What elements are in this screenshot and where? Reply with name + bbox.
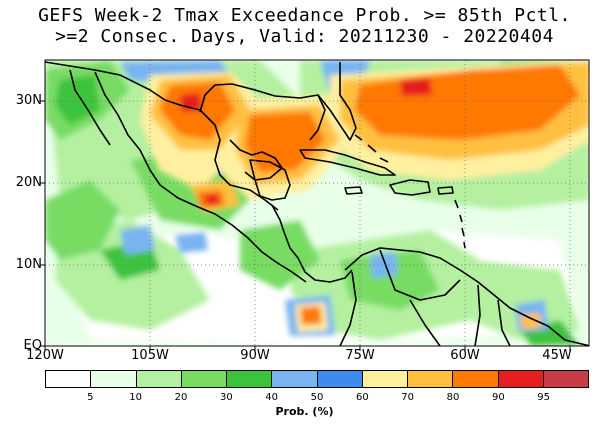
probability-field — [45, 60, 589, 346]
map-title-line2: >=2 Consec. Days, Valid: 20211230 - 2022… — [55, 26, 554, 47]
lat-label-10n: 10N — [15, 257, 42, 272]
color-legend-tick: 20 — [174, 392, 188, 403]
color-legend-tick: 90 — [491, 392, 505, 403]
color-legend-label: Prob. (%) — [275, 405, 334, 418]
color-legend-tick: 80 — [446, 392, 460, 403]
axis-ticks — [40, 100, 571, 351]
color-legend-box — [136, 371, 182, 387]
lon-label-105w: 105W — [131, 348, 169, 363]
lon-label-75w: 75W — [345, 348, 375, 363]
color-legend-tick: 50 — [310, 392, 324, 403]
color-legend-tick: 60 — [355, 392, 369, 403]
color-legend-box — [46, 371, 92, 387]
color-legend-tick: 70 — [401, 392, 415, 403]
lon-label-90w: 90W — [240, 348, 270, 363]
color-legend-box — [272, 371, 318, 387]
lat-label-eq: EQ — [23, 338, 42, 353]
color-legend-box — [408, 371, 454, 387]
color-legend-box — [227, 371, 273, 387]
lon-label-120w: 120W — [26, 348, 64, 363]
lon-label-60w: 60W — [450, 348, 480, 363]
color-legend-tick: 40 — [265, 392, 279, 403]
color-legend-box — [362, 371, 408, 387]
color-legend-tick: 95 — [537, 392, 551, 403]
color-legend-box — [181, 371, 227, 387]
color-legend-box — [453, 371, 499, 387]
map-title-line1: GEFS Week-2 Tmax Exceedance Prob. >= 85t… — [38, 5, 571, 26]
color-legend-tick: 30 — [219, 392, 233, 403]
color-legend-tick: 5 — [87, 392, 94, 403]
lat-label-20n: 20N — [15, 175, 42, 190]
color-legend-box — [498, 371, 544, 387]
color-legend-box — [91, 371, 137, 387]
lon-label-45w: 45W — [542, 348, 572, 363]
color-legend-box — [317, 371, 363, 387]
color-legend-tick: 10 — [129, 392, 143, 403]
color-legend-box — [543, 371, 588, 387]
coastlines — [45, 61, 589, 346]
lat-label-30n: 30N — [15, 93, 42, 108]
color-legend-bar — [45, 370, 589, 388]
graticule — [45, 60, 589, 346]
